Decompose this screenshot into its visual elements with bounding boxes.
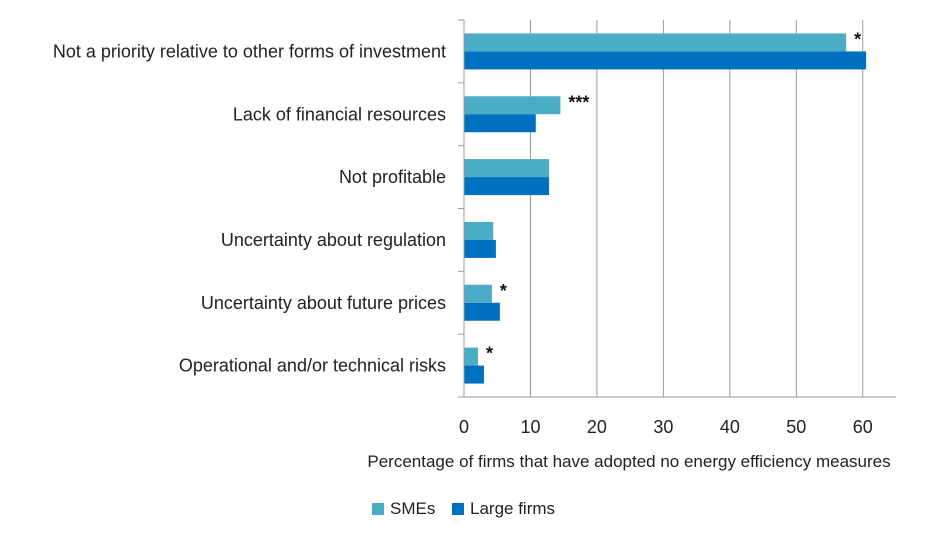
legend-label-large-firms: Large firms [470, 499, 555, 518]
axes [458, 19, 896, 398]
bar-smes [464, 33, 847, 52]
legend-swatch-large-firms [452, 503, 464, 515]
bar-large-firms [464, 114, 536, 133]
bar-large-firms [464, 239, 496, 258]
category-label: Not profitable [339, 167, 446, 187]
category-label: Uncertainty about regulation [221, 230, 446, 250]
category-label: Not a priority relative to other forms o… [53, 41, 446, 61]
x-axis-title: Percentage of firms that have adopted no… [367, 452, 890, 471]
bar-large-firms [464, 51, 867, 70]
legend-swatch-smes [372, 503, 384, 515]
category-label: Operational and/or technical risks [179, 356, 446, 376]
bar-large-firms [464, 177, 550, 196]
bar-smes [464, 347, 478, 366]
significance-marker: *** [568, 92, 589, 112]
gridlines [463, 20, 864, 397]
bar-smes [464, 159, 550, 178]
bar-smes [464, 96, 561, 115]
x-tick-label-40: 40 [720, 417, 740, 437]
bar-smes [464, 284, 492, 303]
bar-large-firms [464, 365, 484, 384]
x-tick-labels: 0 10 20 30 40 50 60 [459, 417, 873, 437]
legend: SMEs Large firms [372, 499, 555, 518]
x-tick-label-30: 30 [653, 417, 673, 437]
bar-smes [464, 221, 494, 240]
legend-label-smes: SMEs [390, 499, 435, 518]
category-label: Uncertainty about future prices [201, 293, 446, 313]
significance-marker: * [500, 281, 507, 301]
x-tick-label-10: 10 [520, 417, 540, 437]
bars [464, 33, 867, 384]
significance-markers: ****** [486, 29, 861, 363]
x-tick-label-50: 50 [786, 417, 806, 437]
x-tick-label-20: 20 [587, 417, 607, 437]
category-labels: Not a priority relative to other forms o… [53, 41, 446, 375]
significance-marker: * [854, 29, 861, 49]
bar-large-firms [464, 302, 500, 321]
significance-marker: * [486, 344, 493, 364]
x-tick-label-60: 60 [853, 417, 873, 437]
category-label: Lack of financial resources [233, 104, 446, 124]
x-tick-label-0: 0 [459, 417, 469, 437]
